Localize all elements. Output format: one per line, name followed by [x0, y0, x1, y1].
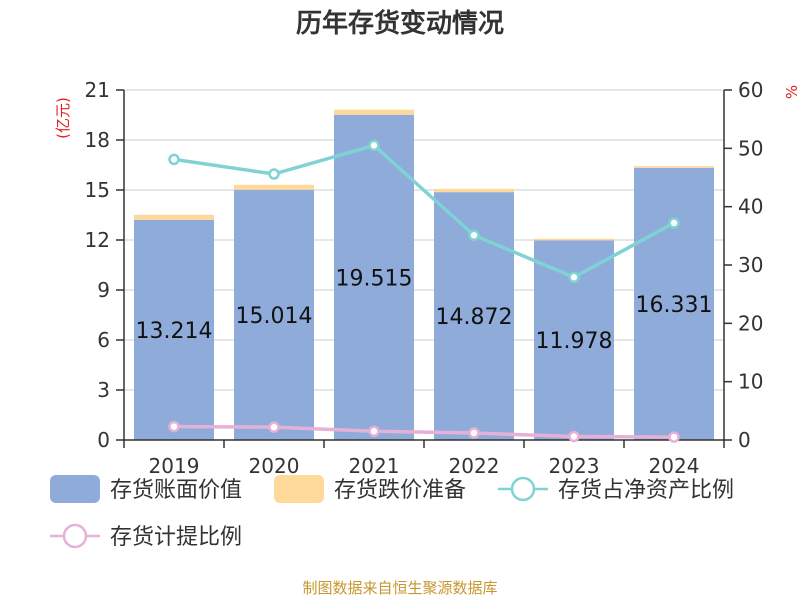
lines — [168, 139, 680, 443]
point-net-asset-ratio — [468, 229, 480, 241]
point-net-asset-ratio — [568, 271, 580, 283]
bar-value-label: 16.331 — [636, 293, 713, 318]
legend-label: 存货占净资产比例 — [558, 478, 734, 503]
legend-label: 存货账面价值 — [110, 478, 242, 503]
point-provision-ratio — [268, 421, 280, 433]
right-axis-tick-label: 30 — [738, 253, 763, 277]
x-axis-tick-label: 2024 — [649, 454, 700, 478]
point-provision-ratio — [568, 430, 580, 443]
bar-impairment — [334, 109, 414, 115]
bar-value-label: 15.014 — [236, 304, 313, 329]
point-net-asset-ratio — [668, 217, 680, 229]
bar-impairment — [434, 188, 514, 193]
right-axis-unit: % — [783, 85, 800, 99]
left-axis-tick-label: 9 — [97, 278, 110, 302]
legend-label: 存货跌价准备 — [334, 478, 466, 503]
left-axis-tick-label: 21 — [85, 78, 110, 102]
point-net-asset-ratio — [168, 153, 180, 166]
bar-impairment — [634, 166, 714, 168]
data-source-note: 制图数据来自恒生聚源数据库 — [302, 579, 497, 597]
left-axis-tick-label: 12 — [85, 228, 110, 252]
chart-title: 历年存货变动情况 — [296, 8, 504, 39]
legend-marker — [510, 476, 536, 502]
point-provision-ratio — [468, 427, 480, 439]
bar-value-label: 13.214 — [136, 319, 213, 344]
right-axis-tick-label: 0 — [738, 428, 751, 452]
bars — [134, 109, 714, 441]
line-provision-ratio — [173, 424, 675, 439]
bar-impairment — [234, 184, 314, 190]
bar-impairment — [134, 214, 214, 220]
bar-value-label: 14.872 — [436, 305, 513, 330]
x-axis-tick-label: 2023 — [549, 454, 600, 478]
x-axis-tick-label: 2021 — [349, 454, 400, 478]
left-axis-unit: (亿元) — [54, 97, 72, 139]
right-axis-tick-label: 60 — [738, 78, 763, 102]
bar-book-value — [634, 167, 714, 441]
axes: 0 3 6 9 12 15 18 21 0 10 20 30 40 50 60 2019 2020 2021 202… — [85, 78, 764, 478]
x-axis-tick-label: 2022 — [449, 454, 500, 478]
point-provision-ratio — [168, 420, 180, 433]
right-axis-tick-label: 10 — [738, 370, 763, 394]
x-axis-tick-label: 2020 — [249, 454, 300, 478]
legend-swatch — [50, 475, 100, 503]
bar-value-label: 11.978 — [536, 329, 613, 354]
x-axis-tick-label: 2019 — [149, 454, 200, 478]
right-axis-tick-label: 50 — [738, 136, 763, 160]
legend-marker — [62, 523, 88, 549]
bar-labels: 13.214 15.014 19.515 14.872 11.978 16.331 — [136, 266, 713, 354]
left-axis-tick-label: 6 — [97, 328, 110, 352]
left-axis-tick-label: 0 — [97, 428, 110, 452]
right-axis-tick-label: 40 — [738, 195, 763, 219]
bar-value-label: 19.515 — [336, 266, 413, 291]
point-provision-ratio — [668, 431, 680, 443]
bar-book-value — [234, 189, 314, 440]
right-axis-tick-label: 20 — [738, 311, 763, 335]
bar-book-value — [134, 219, 214, 440]
left-axis-tick-label: 18 — [85, 128, 110, 152]
point-net-asset-ratio — [368, 139, 380, 152]
left-axis-tick-label: 15 — [85, 178, 110, 202]
legend-swatch — [274, 475, 324, 503]
legend-label: 存货计提比例 — [110, 525, 242, 550]
bar-impairment — [534, 238, 614, 241]
point-net-asset-ratio — [268, 168, 280, 180]
point-provision-ratio — [368, 425, 380, 437]
left-axis-tick-label: 3 — [97, 378, 110, 402]
line-net-asset-ratio — [173, 143, 675, 279]
